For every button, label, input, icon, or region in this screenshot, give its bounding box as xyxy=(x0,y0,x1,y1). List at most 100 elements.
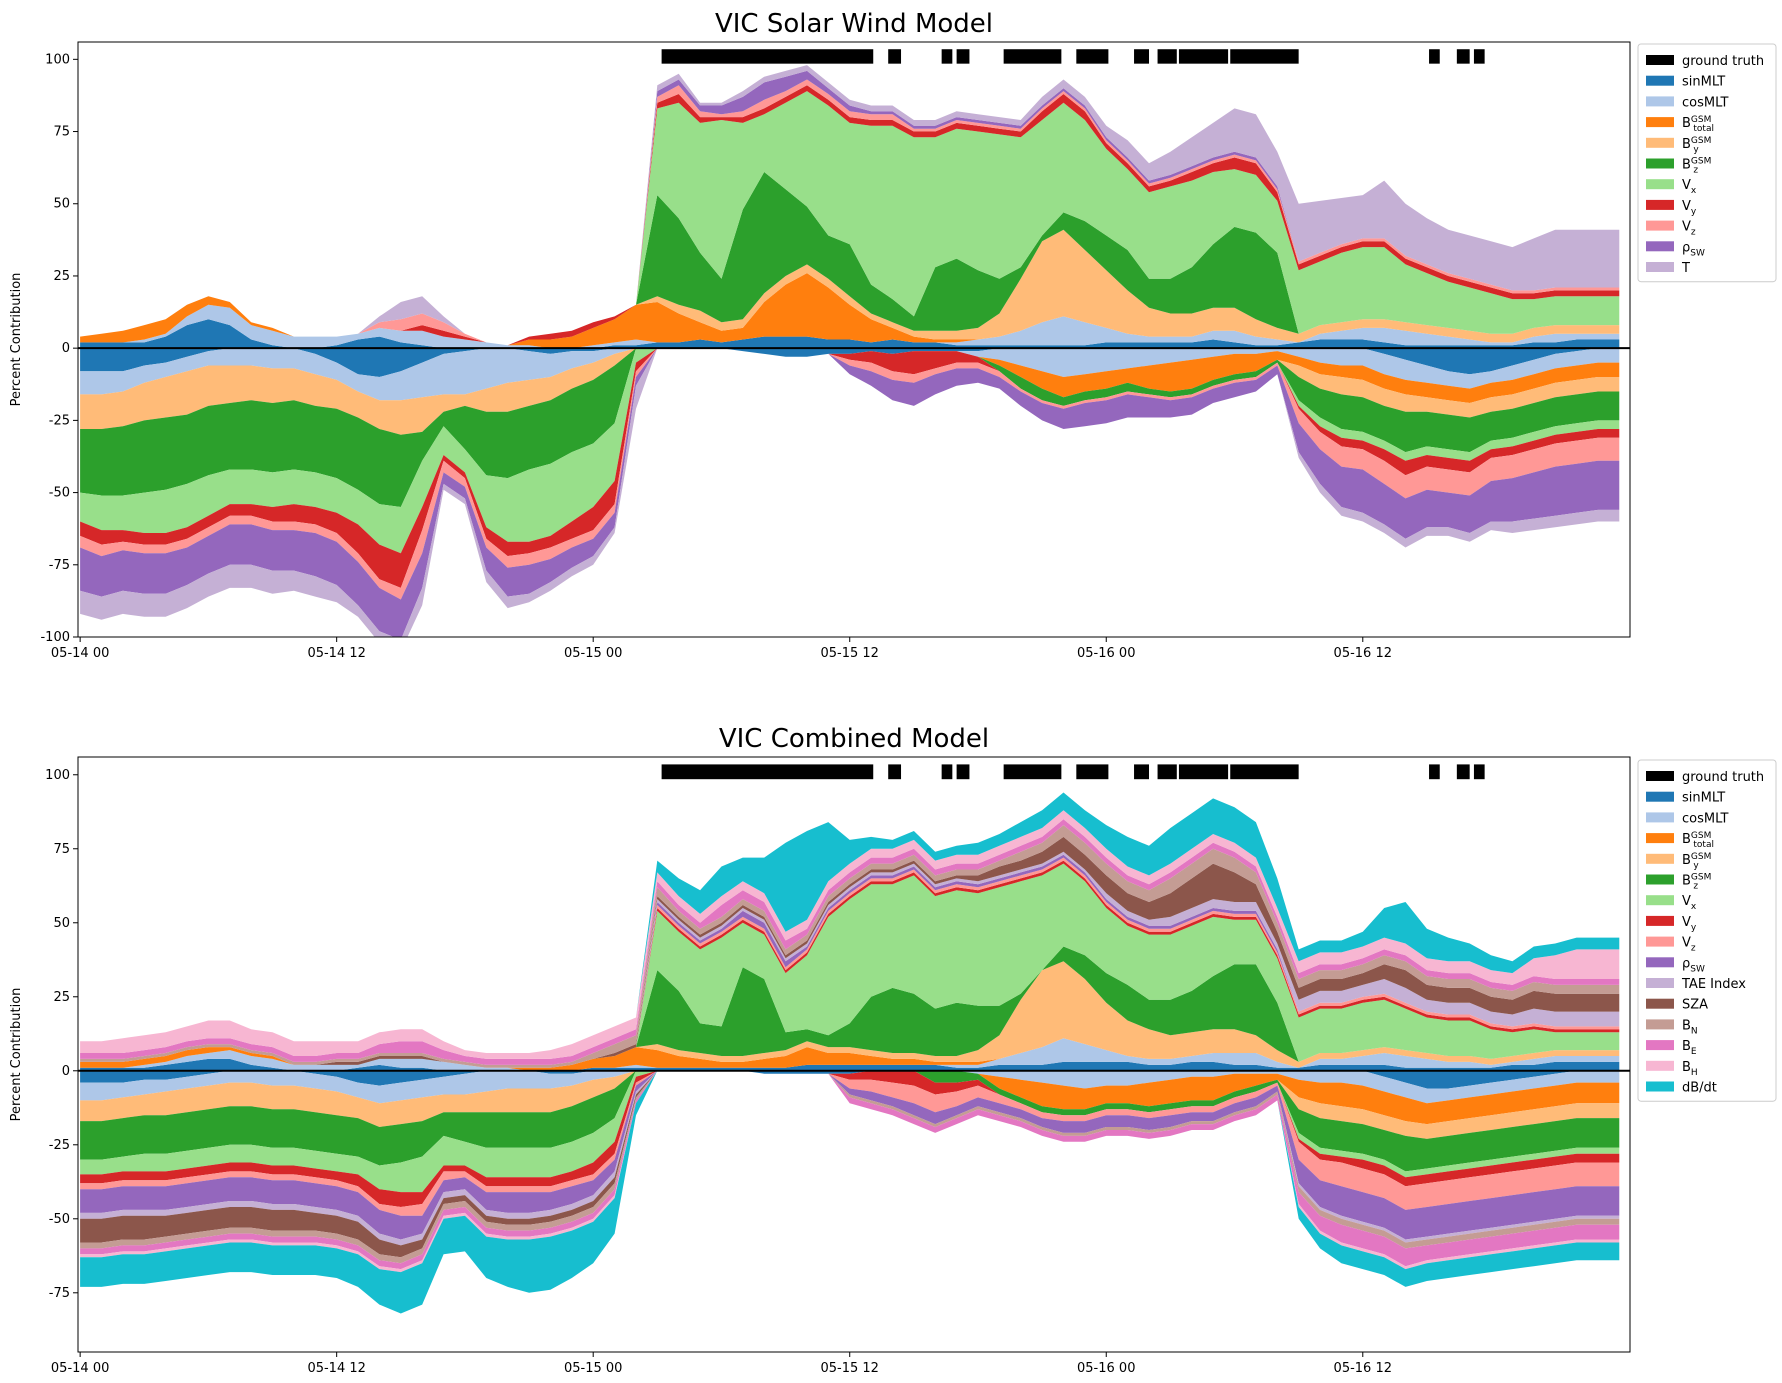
y-axis-label: Percent Contribution xyxy=(9,988,24,1122)
area-negative-sinmlt xyxy=(80,1070,1620,1089)
x-tick-label: 05-15 12 xyxy=(820,646,878,661)
ground-truth-bar xyxy=(1003,764,1062,780)
x-tick-label: 05-16 00 xyxy=(1077,1361,1135,1376)
y-tick-label: 75 xyxy=(53,125,70,140)
legend-swatch xyxy=(1646,241,1674,252)
ground-truth-bar xyxy=(1230,49,1299,64)
area-positive-cosmlt xyxy=(80,1038,1620,1071)
x-tick-label: 05-14 00 xyxy=(51,646,109,661)
legend-label: BGSM y xyxy=(1682,136,1711,155)
area-positive-v-x xyxy=(80,863,1620,1068)
x-tick-label: 05-15 00 xyxy=(564,646,622,661)
y-tick-label: -75 xyxy=(49,558,70,573)
legend-swatch xyxy=(1646,936,1674,947)
area-positive-b-total-gsm xyxy=(80,273,1620,349)
chart-title: VIC Solar Wind Model xyxy=(715,9,993,39)
area-positive-sinmlt xyxy=(80,1058,1620,1071)
legend-swatch xyxy=(1646,96,1674,107)
area-negative-cosmlt xyxy=(80,1070,1620,1104)
x-tick-label: 05-15 12 xyxy=(820,1361,878,1376)
y-tick-label: 0 xyxy=(62,1064,70,1079)
legend-label: SZA xyxy=(1682,998,1708,1013)
legend-swatch xyxy=(1646,791,1674,802)
area-negative-v-x xyxy=(80,1070,1620,1193)
ground-truth-bar xyxy=(1178,764,1229,780)
legend: ground truth sinMLT cosMLT BGSM total BGSM y BG… xyxy=(1637,43,1777,283)
legend-label: dB/dt xyxy=(1682,1081,1717,1096)
ground-truth-bar xyxy=(1157,49,1177,64)
area-positive-b-z-gsm xyxy=(80,172,1620,346)
y-tick-label: -25 xyxy=(49,413,70,428)
area-positive-b-y-gsm xyxy=(80,229,1620,346)
legend-swatch xyxy=(1646,771,1674,781)
legend-swatch xyxy=(1646,1040,1674,1051)
legend-swatch xyxy=(1646,978,1674,988)
legend-swatch xyxy=(1646,833,1674,844)
legend-label: TAE Index xyxy=(1681,977,1746,992)
plot-frame xyxy=(77,41,1631,638)
y-tick-label: 100 xyxy=(45,768,70,783)
area-positive-cosmlt xyxy=(80,304,1620,349)
legend-swatch xyxy=(1646,1081,1674,1092)
area-positive-b-y-gsm xyxy=(80,961,1620,1068)
legend-swatch xyxy=(1646,957,1674,968)
y-tick-label: 0 xyxy=(62,341,70,356)
legend-label: Vy xyxy=(1682,199,1697,217)
ground-truth-bar xyxy=(888,764,902,780)
area-positive-b-total-gsm xyxy=(80,1038,1620,1071)
y-tick-label: 100 xyxy=(45,52,70,67)
legend-label: sinMLT xyxy=(1682,791,1725,806)
ground-truth-bar xyxy=(661,49,874,64)
legend-swatch xyxy=(1646,158,1674,169)
chart-panel-1: -100 -75 -50 -25 0 25 50 75 100 05-14 00 05-14 12 0… xyxy=(9,9,1777,661)
area-positive-sinmlt xyxy=(80,319,1620,349)
y-tick-label: 25 xyxy=(53,269,70,284)
area-layer xyxy=(80,65,1620,637)
x-tick-label: 05-14 00 xyxy=(51,1361,109,1376)
legend-label: ρSW xyxy=(1682,240,1705,258)
x-tick-label: 05-15 00 xyxy=(564,1361,622,1376)
ground-truth-bar xyxy=(1134,764,1150,780)
legend-frame xyxy=(1637,759,1777,1102)
y-tick-label: -50 xyxy=(49,486,70,501)
area-positive-tae-index xyxy=(80,851,1620,1068)
chart-panel-2: -75 -50 -25 0 25 50 75 100 05-14 00 05-14 12 05-15… xyxy=(9,724,1777,1376)
legend-label: sinMLT xyxy=(1682,75,1725,90)
area-negative--sw xyxy=(80,1070,1620,1240)
y-tick-label: 75 xyxy=(53,842,70,857)
area-positive-b-z-gsm xyxy=(80,946,1620,1068)
legend: ground truth sinMLT cosMLT BGSM total BGSM y BG… xyxy=(1637,759,1777,1102)
area-negative-b-z-gsm xyxy=(80,1070,1620,1172)
legend-swatch xyxy=(1646,874,1674,885)
legend-label: Vz xyxy=(1682,220,1696,238)
area-positive-db-dt xyxy=(80,792,1620,1053)
legend-swatch xyxy=(1646,220,1674,231)
ground-truth-bar xyxy=(1178,49,1229,64)
legend-swatch xyxy=(1646,117,1674,128)
legend-label: Vx xyxy=(1682,894,1697,912)
y-axis-label: Percent Contribution xyxy=(9,273,24,407)
legend-swatch xyxy=(1646,998,1674,1009)
legend-label: BE xyxy=(1682,1039,1697,1057)
x-tick-label: 05-14 12 xyxy=(307,1361,365,1376)
ground-truth-bar xyxy=(1456,764,1470,780)
chart-title: VIC Combined Model xyxy=(719,724,989,754)
y-tick-label: -100 xyxy=(40,630,70,645)
legend-label: BGSM y xyxy=(1682,852,1711,871)
legend-swatch xyxy=(1646,895,1674,906)
legend-swatch xyxy=(1646,853,1674,864)
legend-label: BGSM z xyxy=(1682,157,1711,176)
y-tick-label: 50 xyxy=(53,916,70,931)
ground-truth-bar xyxy=(941,49,953,64)
legend-label: ground truth xyxy=(1682,770,1764,785)
ground-truth-bar xyxy=(941,764,953,780)
legend-swatch xyxy=(1646,179,1674,190)
legend-swatch xyxy=(1646,137,1674,148)
y-tick-label: -50 xyxy=(49,1212,70,1227)
legend-label: ρSW xyxy=(1682,956,1705,974)
area-negative-b-e xyxy=(80,1070,1620,1270)
ground-truth-bar xyxy=(1076,764,1109,780)
y-tick-label: 50 xyxy=(53,197,70,212)
legend-label: cosMLT xyxy=(1682,95,1729,110)
